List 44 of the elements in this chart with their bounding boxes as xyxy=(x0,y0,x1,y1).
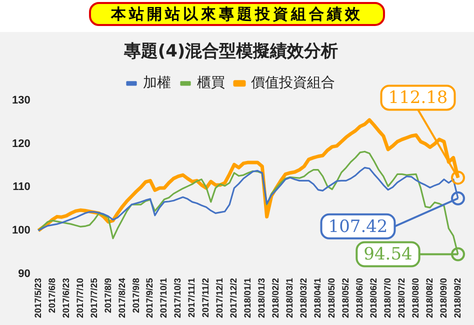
x-tick-label: 2017/6/8 xyxy=(46,278,57,314)
x-tick-label: 2018/01/1 xyxy=(242,278,253,318)
annotation: 107.42 xyxy=(328,216,388,237)
y-tick-label: 90 xyxy=(18,268,30,280)
x-tick-label: 2017/12/1 xyxy=(214,278,225,318)
x-tick-label: 2017/8/9 xyxy=(102,278,113,314)
x-tick-label: 2017/7/10 xyxy=(74,278,85,318)
x-tick-label: 2018/06/2 xyxy=(368,278,379,318)
annotation: 112.18 xyxy=(388,88,448,108)
x-tick-label: 2017/6/23 xyxy=(60,278,71,318)
x-tick-label: 2018/03/1 xyxy=(284,278,295,318)
x-tick-label: 2017/10/1 xyxy=(158,278,169,318)
x-tick-label: 2017/8/24 xyxy=(116,278,127,318)
annotation: 94.54 xyxy=(364,244,412,265)
x-tick-label: 2018/08/2 xyxy=(424,278,435,318)
x-tick-label: 2018/01/3 xyxy=(256,278,267,318)
y-tick-label: 110 xyxy=(12,181,30,194)
x-tick-label: 2018/05/0 xyxy=(326,278,337,318)
x-tick-label: 2017/5/23 xyxy=(32,278,43,318)
legend-label: 櫃買 xyxy=(197,75,225,92)
x-tick-label: 2017/11/1 xyxy=(186,278,197,318)
y-tick-label: 100 xyxy=(12,224,30,237)
y-tick-label: 120 xyxy=(12,138,30,150)
x-tick-label: 2018/05/2 xyxy=(340,278,351,318)
x-tick-label: 2017/9/8 xyxy=(130,278,141,314)
x-tick-label: 2018/08/0 xyxy=(410,278,421,318)
x-tick-label: 2018/06/0 xyxy=(354,278,365,318)
y-tick-label: 130 xyxy=(12,94,30,106)
x-tick-label: 2017/12/2 xyxy=(228,278,239,318)
x-tick-label: 2017/7/25 xyxy=(88,278,99,318)
x-tick-label: 2018/04/1 xyxy=(312,278,323,318)
x-tick-label: 2018/07/0 xyxy=(382,278,393,318)
legend-label: 加權 xyxy=(143,75,171,92)
x-tick-label: 2017/9/25 xyxy=(144,278,155,318)
legend-label: 價值投資組合 xyxy=(251,75,335,92)
x-tick-label: 2018/03/2 xyxy=(298,278,309,318)
x-tick-label: 2017/11/2 xyxy=(200,278,211,318)
x-tick-label: 2018/02/2 xyxy=(270,278,281,318)
x-tick-label: 2018/07/2 xyxy=(396,278,407,318)
text: 本站開站以來專題投資組合績效 xyxy=(89,2,385,26)
x-tick-label: 2017/10/3 xyxy=(172,278,183,318)
x-tick-label: 2018/09/2 xyxy=(452,278,462,318)
chart-title: 專題(4)混合型模擬績效分析 xyxy=(122,42,338,62)
x-tick-label: 2018/09/0 xyxy=(438,278,448,318)
